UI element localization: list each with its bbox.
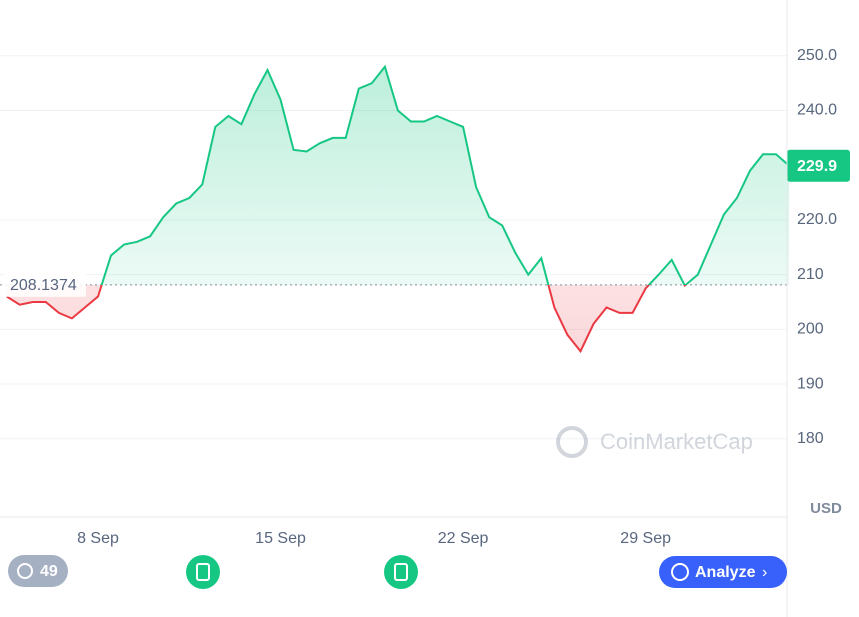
y-tick-label: 220.0 <box>797 211 837 228</box>
x-tick-label: 15 Sep <box>255 530 306 547</box>
analyze-bg <box>659 556 787 588</box>
y-tick-label: 200 <box>797 321 824 338</box>
plot: 250.0 240.0 220.0 210 200 190 180 208.1374 229.9… <box>0 47 850 547</box>
note-marker[interactable] <box>384 555 418 589</box>
note-bg <box>384 555 418 589</box>
y-tick-label: 210 <box>797 266 824 283</box>
note-marker[interactable] <box>186 555 220 589</box>
x-tick-label: 8 Sep <box>77 530 119 547</box>
watermark-text: CoinMarketCap <box>600 429 753 454</box>
note-icon <box>394 563 408 581</box>
x-tick-label: 29 Sep <box>620 530 671 547</box>
watermark-logo <box>556 426 588 458</box>
area <box>6 66 790 352</box>
current-price-bg <box>787 149 850 182</box>
history-icon <box>17 563 33 579</box>
analyze-button[interactable]: Analyze › <box>659 556 787 588</box>
note-bg <box>186 555 220 589</box>
analyze-icon <box>671 563 689 581</box>
history-badge[interactable]: 49 <box>8 555 68 587</box>
baseline-label: 208.1374 <box>10 277 77 294</box>
price-line <box>6 64 790 354</box>
y-tick-label: 240.0 <box>797 102 837 119</box>
y-tick-label: 250.0 <box>797 47 837 64</box>
watermark: CoinMarketCap <box>556 426 753 458</box>
badge-bg <box>8 555 68 587</box>
baseline-label-bg <box>4 272 86 297</box>
current-price: 229.9 <box>797 158 837 175</box>
history-count: 49 <box>40 563 58 580</box>
y-tick-label: 190 <box>797 375 824 392</box>
chevron: › <box>762 564 767 581</box>
analyze-label: Analyze <box>695 564 756 581</box>
currency-label: USD <box>810 500 842 517</box>
y-tick-label: 180 <box>797 430 824 447</box>
note-icon <box>196 563 210 581</box>
x-tick-label: 22 Sep <box>438 530 489 547</box>
